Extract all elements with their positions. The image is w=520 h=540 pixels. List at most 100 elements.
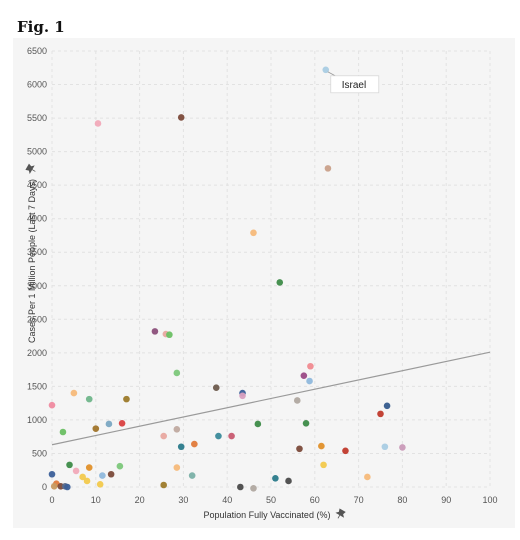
- data-point: [107, 470, 115, 478]
- data-point: [306, 377, 313, 385]
- data-point: [173, 464, 181, 471]
- data-point: [188, 472, 196, 479]
- data-point: [151, 328, 159, 335]
- data-point: [85, 395, 93, 403]
- data-point: [160, 481, 167, 489]
- y-tick-label: 5500: [27, 113, 47, 123]
- data-point: [66, 461, 73, 469]
- y-axis-pin-icon[interactable]: [25, 163, 38, 174]
- data-point: [191, 440, 198, 448]
- data-point: [300, 372, 308, 379]
- data-point: [70, 389, 78, 397]
- data-point: [123, 395, 130, 403]
- x-tick-label: 0: [49, 495, 54, 505]
- y-tick-label: 2500: [27, 314, 47, 324]
- data-point: [250, 229, 257, 237]
- x-tick-label: 100: [482, 495, 497, 505]
- x-tick-label: 70: [354, 495, 364, 505]
- data-point: [83, 477, 91, 485]
- scatter-chart: 0500100015002000250030003500400045005000…: [25, 46, 498, 521]
- chart-panel: 0 500 1000 1500 2000 2500 3000 3500 4000 4500 5000…: [13, 38, 515, 528]
- x-tick-label: 60: [310, 495, 320, 505]
- data-point: [324, 165, 332, 172]
- y-tick-label: 500: [32, 448, 47, 458]
- y-tick-label: 6500: [27, 46, 47, 56]
- data-point: [85, 464, 93, 471]
- data-point: [160, 432, 167, 440]
- data-point: [96, 481, 104, 488]
- data-point: [177, 114, 185, 121]
- y-axis-title: Cases Per 1 Million People (Last 7 Days): [27, 179, 37, 343]
- data-point: [173, 426, 181, 433]
- data-point: [237, 483, 244, 491]
- data-point: [250, 485, 257, 492]
- data-point: [296, 445, 303, 453]
- data-point: [381, 443, 389, 451]
- data-point: [342, 447, 349, 455]
- x-tick-label: 10: [91, 495, 101, 505]
- data-point: [383, 402, 391, 410]
- data-point: [285, 477, 292, 485]
- x-axis-pin-icon[interactable]: [334, 508, 346, 521]
- data-point: [177, 443, 185, 451]
- data-point: [99, 472, 106, 479]
- y-tick-label: 2000: [27, 348, 47, 358]
- data-point: [94, 120, 102, 127]
- data-point: [215, 432, 222, 440]
- data-point: [72, 467, 80, 475]
- annotations: Israel: [327, 71, 380, 94]
- trend-line: [51, 351, 491, 446]
- pin-shape: [25, 163, 36, 174]
- data-point: [377, 410, 384, 418]
- data-point: [105, 420, 113, 428]
- x-tick-label: 50: [266, 495, 276, 505]
- data-point: [116, 462, 124, 470]
- data-point: [228, 432, 235, 440]
- data-point: [166, 331, 173, 339]
- data-point: [364, 473, 371, 481]
- data-point: [50, 483, 58, 490]
- y-tick-label: 1000: [27, 415, 47, 425]
- data-point: [318, 442, 325, 450]
- annotation-box: [330, 75, 380, 94]
- data-point: [212, 384, 220, 392]
- data-point: [48, 401, 56, 409]
- y-tick-label: 0: [42, 482, 47, 492]
- y-tick-label: 6000: [27, 80, 47, 90]
- data-point: [59, 428, 67, 436]
- data-point: [118, 419, 126, 427]
- y-tick-label: 1500: [27, 381, 47, 391]
- data-point: [307, 362, 314, 370]
- data-point: [272, 474, 279, 482]
- data-point: [322, 66, 330, 74]
- data-point: [302, 419, 310, 427]
- y-tick-label: 4000: [27, 214, 47, 224]
- figure-title: Fig. 1: [17, 18, 65, 36]
- x-tick-label: 30: [178, 495, 188, 505]
- x-axis-title: Population Fully Vaccinated (%): [204, 510, 331, 520]
- data-point: [173, 369, 181, 377]
- x-tick-label: 20: [135, 495, 145, 505]
- y-axis-ticks: 0 500 1000 1500 2000 2500 3000 3500 4000 4500 5000…: [27, 46, 47, 492]
- data-point: [79, 473, 86, 481]
- data-point: [320, 461, 327, 469]
- pin-shape: [335, 508, 346, 519]
- x-tick-label: 40: [222, 495, 232, 505]
- y-tick-label: 4500: [27, 180, 47, 190]
- grid-lines: [51, 50, 491, 488]
- data-point: [92, 425, 100, 432]
- data-point: [276, 279, 284, 286]
- data-point: [293, 397, 301, 404]
- y-tick-label: 3500: [27, 247, 47, 257]
- x-tick-label: 80: [397, 495, 407, 505]
- y-tick-label: 3000: [27, 281, 47, 291]
- y-tick-label: 5000: [27, 147, 47, 157]
- data-point: [254, 420, 262, 428]
- x-tick-label: 90: [441, 495, 451, 505]
- annotation-label: Israel: [342, 80, 366, 91]
- data-point: [399, 444, 406, 451]
- data-points: [48, 66, 406, 492]
- data-point: [48, 470, 56, 478]
- x-axis-ticks: 0 10 20 30 40 50 60 70 80 90 100: [49, 495, 497, 505]
- data-point: [64, 483, 71, 491]
